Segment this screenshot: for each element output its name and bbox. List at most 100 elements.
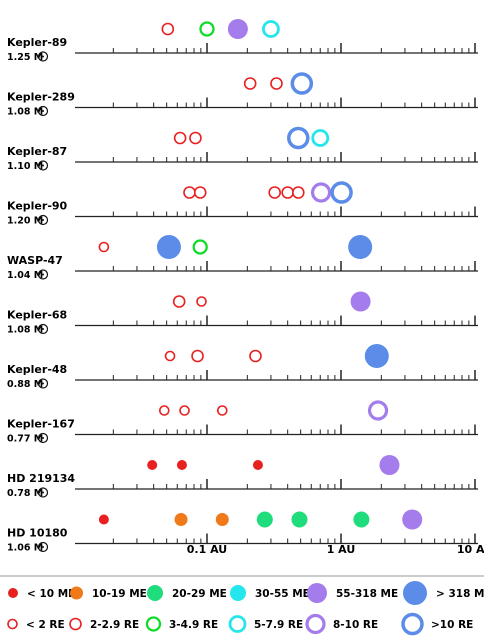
planet-marker (290, 72, 314, 95)
system-name: Kepler-68 (7, 309, 67, 322)
legend-marker (7, 618, 18, 630)
legend-label: > 318 ME (436, 588, 484, 600)
planet-marker (379, 455, 400, 475)
x-tick-label: 0.1 AU (187, 543, 227, 556)
legend-label: < 2 RE (26, 619, 65, 631)
legend-label: >10 RE (431, 619, 473, 631)
planet-marker (348, 235, 373, 259)
planet-marker (291, 511, 308, 528)
system-name: Kepler-289 (7, 91, 75, 104)
planet-marker (179, 405, 190, 416)
legend-marker (69, 617, 82, 631)
planet-marker (172, 295, 186, 308)
planet-marker (216, 405, 228, 416)
legend-item: > 318 ME (403, 581, 484, 605)
sun-symbol (37, 541, 49, 553)
system-name: Kepler-87 (7, 145, 67, 158)
legend-label: 3-4.9 RE (169, 619, 218, 631)
planet-marker (287, 126, 310, 150)
system-row: Kepler-167 0.77 M (7, 400, 478, 445)
planet-marker (183, 186, 196, 199)
legend-label: 55-318 ME (336, 588, 398, 600)
planet-marker (193, 186, 207, 199)
legend-label: 20-29 ME (172, 588, 227, 600)
system-name: WASP-47 (7, 254, 63, 267)
planet-marker (364, 344, 389, 368)
planet-marker (164, 350, 176, 362)
legend-marker (228, 615, 247, 633)
system-mass: 0.88 M (7, 379, 43, 390)
system-name: Kepler-90 (7, 200, 68, 213)
sun-symbol (37, 269, 49, 280)
sun-symbol-dot (42, 55, 44, 58)
planet-marker (256, 511, 273, 528)
planet-marker (176, 460, 187, 470)
planet-marker (270, 77, 283, 90)
system-row: Kepler-48 0.88 M (7, 344, 478, 390)
legend-label: 10-19 ME (92, 588, 147, 600)
planet-marker (158, 405, 170, 416)
planet-marker (291, 186, 305, 199)
system-mass: 1.25 M (7, 52, 43, 63)
legend-label: 5-7.9 RE (254, 619, 303, 631)
legend-item: 3-4.9 RE (145, 616, 218, 632)
planet-marker (252, 460, 263, 470)
planet-marker (156, 235, 181, 259)
legend-item: 10-19 ME (70, 586, 147, 600)
sun-symbol (37, 378, 49, 389)
system-row: Kepler-289 1.08 M (7, 72, 478, 118)
legend-item: 20-29 ME (147, 585, 227, 601)
planet-marker (192, 239, 208, 255)
system-mass: 0.77 M (7, 434, 43, 445)
planet-marker (281, 186, 294, 199)
sun-symbol (37, 51, 49, 62)
planet-marker (350, 291, 371, 312)
legend-marker (70, 586, 83, 600)
sun-symbol-dot (42, 219, 44, 221)
legend-marker (307, 583, 327, 603)
system-name: HD 10180 (7, 527, 68, 540)
sun-symbol (37, 214, 49, 226)
sun-symbol (37, 323, 49, 335)
sun-symbol (37, 432, 49, 444)
sun-symbol-dot (42, 546, 44, 548)
system-row: HD 219134 0.78 M (7, 455, 478, 499)
system-row: Kepler-90 1.20 M (7, 181, 478, 227)
planet-marker (191, 349, 204, 363)
planet-marker (268, 186, 281, 199)
planet-marker (173, 131, 187, 145)
planet-marker (227, 19, 248, 39)
sun-symbol-dot (42, 273, 44, 276)
planet-marker (189, 131, 202, 145)
sun-symbol-dot (42, 110, 44, 112)
x-tick-label: 10 AU (457, 543, 484, 556)
system-mass: 1.08 M (7, 325, 43, 336)
planet-marker (174, 513, 188, 526)
system-row: Kepler-87 1.10 M (7, 126, 478, 172)
sun-symbol-dot (42, 491, 44, 494)
planet-marker (353, 511, 370, 528)
system-name: Kepler-167 (7, 418, 75, 431)
planet-marker (215, 513, 229, 526)
legend-label: 2-2.9 RE (90, 619, 139, 631)
system-mass: 0.78 M (7, 488, 43, 499)
legend-item: 2-2.9 RE (69, 617, 139, 631)
planet-marker (98, 514, 109, 525)
system-row: HD 10180 1.06 M (7, 509, 478, 554)
planet-marker (402, 509, 423, 530)
sun-symbol-dot (42, 328, 44, 330)
system-mass: 1.08 M (7, 107, 43, 118)
legend-label: 30-55 ME (255, 588, 310, 600)
sun-symbol (37, 487, 49, 498)
planet-marker (196, 296, 207, 307)
sun-symbol-dot (42, 164, 44, 167)
system-name: Kepler-89 (7, 36, 67, 49)
legend-item: 8-10 RE (305, 613, 378, 635)
system-name: Kepler-48 (7, 363, 67, 376)
planet-marker (249, 349, 262, 363)
legend-marker (305, 613, 326, 635)
legend-marker (145, 616, 162, 632)
planet-marker (367, 400, 389, 421)
planet-marker (310, 182, 332, 203)
